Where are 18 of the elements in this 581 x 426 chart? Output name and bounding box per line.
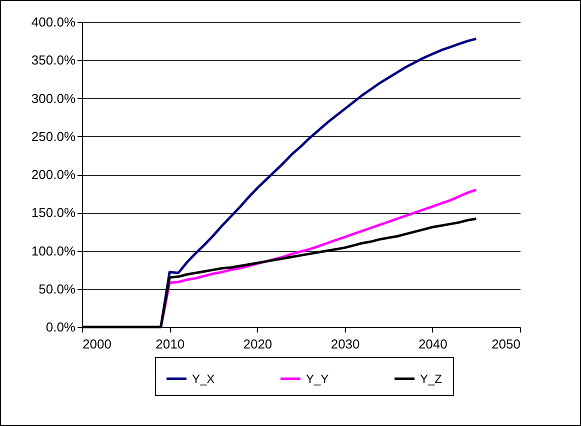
x-tick-label: 2040 xyxy=(418,336,448,352)
y-tick-label: 150.0% xyxy=(31,205,76,220)
x-tick-label: 2010 xyxy=(156,336,185,352)
x-tick-label: 2050 xyxy=(492,336,520,352)
legend-label: Y_Y xyxy=(306,372,329,386)
y-tick-label: 250.0% xyxy=(31,128,76,144)
y-tick-label: 50.0% xyxy=(38,281,76,296)
legend-label: Y_X xyxy=(192,372,215,386)
legend-label: Y_Z xyxy=(420,372,442,386)
x-tick-label: 2000 xyxy=(82,336,112,352)
y-tick-label: 400.0% xyxy=(31,14,76,30)
y-tick-label: 300.0% xyxy=(31,90,76,106)
y-tick-label: 350.0% xyxy=(31,52,76,68)
y-tick-label: 0.0% xyxy=(46,320,76,334)
y-tick-label: 200.0% xyxy=(31,167,76,182)
x-tick-label: 2030 xyxy=(330,336,360,352)
y-tick-label: 100.0% xyxy=(31,243,76,258)
x-tick-label: 2020 xyxy=(243,336,272,352)
